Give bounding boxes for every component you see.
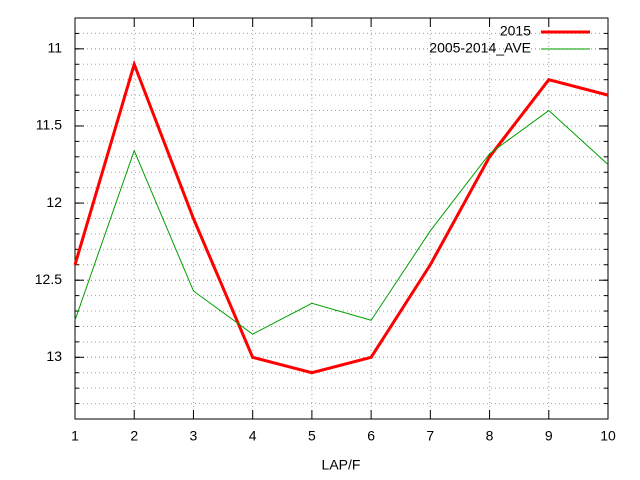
legend-label: 2005-2014_AVE	[429, 40, 531, 56]
x-tick-label: 2	[130, 428, 138, 444]
x-tick-label: 6	[367, 428, 375, 444]
y-tick-label: 12	[46, 194, 62, 210]
x-tick-label: 9	[545, 428, 553, 444]
series-line	[73, 59, 609, 375]
x-tick-label: 3	[190, 428, 198, 444]
x-tick-label: 4	[249, 428, 257, 444]
legend-label: 2015	[500, 23, 531, 39]
x-axis-label: LAP/F	[322, 457, 361, 473]
y-tick-label: 13	[46, 348, 62, 364]
x-tick-label: 8	[486, 428, 494, 444]
y-tick-label: 11.5	[36, 117, 62, 133]
x-tick-label: 10	[600, 428, 616, 444]
series-line	[74, 109, 609, 335]
y-tick-label: 12.5	[35, 271, 62, 287]
x-tick-label: 1	[71, 428, 79, 444]
y-tick-label: 11	[47, 40, 62, 56]
x-tick-label: 5	[308, 428, 316, 444]
plot-border	[74, 17, 609, 420]
x-tick-label: 7	[426, 428, 434, 444]
